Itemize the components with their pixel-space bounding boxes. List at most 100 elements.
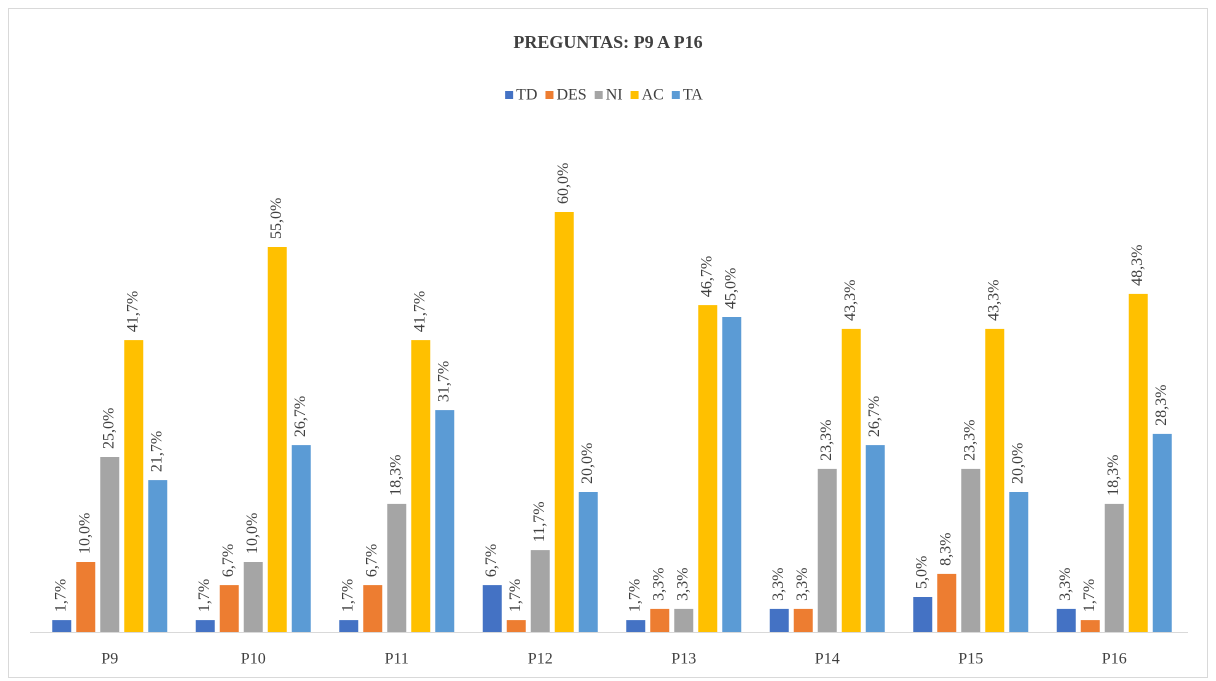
bar [1080,620,1100,632]
bar [219,585,239,632]
bar [1104,503,1124,632]
value-label: 23,3% [818,420,835,461]
value-label: 21,7% [148,431,165,472]
legend-label: AC [642,87,664,104]
bar [554,212,574,632]
value-label: 26,7% [292,396,309,437]
value-label: 10,0% [244,513,261,554]
legend-swatch [630,91,639,99]
bar [291,445,311,632]
legend-label: DES [556,87,586,104]
value-label: 3,3% [650,568,667,601]
bar [937,573,957,632]
bar [148,480,168,632]
value-label: 5,0% [913,556,930,589]
value-label: 6,7% [220,544,237,577]
bar [698,305,718,632]
bar [961,468,981,632]
value-label: 11,7% [531,501,548,542]
x-tick-label: P14 [815,651,840,668]
value-label: 55,0% [268,198,285,239]
value-label: 1,7% [507,579,524,612]
x-tick-label: P9 [101,651,118,668]
value-label: 45,0% [722,268,739,309]
value-label: 43,3% [842,280,859,321]
bar [100,457,120,632]
value-label: 3,3% [674,568,691,601]
bar [195,620,215,632]
value-label: 1,7% [52,579,69,612]
value-label: 3,3% [1057,568,1074,601]
bar [363,585,383,632]
legend-label: NI [606,87,623,104]
value-label: 10,0% [76,513,93,554]
value-label: 8,3% [937,533,954,566]
bar [530,550,550,632]
value-label: 31,7% [435,361,452,402]
value-label: 48,3% [1129,245,1146,286]
value-label: 20,0% [1009,443,1026,484]
bar [267,247,287,632]
legend-swatch [594,91,603,99]
legend-label: TA [683,87,703,104]
legend-swatch [545,91,554,99]
value-label: 60,0% [555,163,572,204]
value-label: 28,3% [1153,385,1170,426]
bar [626,620,646,632]
bar [1009,492,1029,632]
bar [1152,433,1172,632]
legend-label: TD [516,87,537,104]
bar [578,492,598,632]
bar [722,317,742,632]
bar [435,410,455,632]
bar [339,620,359,632]
x-tick-label: P16 [1102,651,1127,668]
bar [124,340,144,632]
bar [1128,293,1148,632]
x-tick-label: P15 [958,651,983,668]
chart-border [8,8,1208,678]
value-label: 3,3% [794,568,811,601]
bar [482,585,502,632]
value-label: 43,3% [985,280,1002,321]
bar [674,608,694,632]
value-label: 18,3% [387,455,404,496]
bar [793,608,813,632]
value-label: 1,7% [196,579,213,612]
legend-swatch [505,91,514,99]
bar [913,597,933,632]
bar [769,608,789,632]
value-label: 41,7% [124,291,141,332]
value-label: 41,7% [411,291,428,332]
value-label: 6,7% [483,544,500,577]
value-label: 18,3% [1105,455,1122,496]
value-label: 20,0% [579,443,596,484]
bar [76,562,96,632]
x-tick-label: P13 [671,651,696,668]
x-tick-label: P10 [241,651,266,668]
value-label: 1,7% [626,579,643,612]
value-label: 6,7% [363,544,380,577]
value-label: 25,0% [100,408,117,449]
value-label: 1,7% [339,579,356,612]
bar [506,620,526,632]
bar [985,328,1005,632]
bar [243,562,263,632]
value-label: 46,7% [698,256,715,297]
value-label: 26,7% [866,396,883,437]
bar [411,340,431,632]
bar [52,620,72,632]
value-label: 1,7% [1081,579,1098,612]
bar [387,503,407,632]
bar [817,468,837,632]
value-label: 3,3% [770,568,787,601]
bar [650,608,670,632]
value-label: 23,3% [961,420,978,461]
legend-swatch [671,91,680,99]
bar [865,445,885,632]
x-tick-label: P12 [528,651,553,668]
bar [841,328,861,632]
x-tick-label: P11 [385,651,409,668]
bar [1056,608,1076,632]
